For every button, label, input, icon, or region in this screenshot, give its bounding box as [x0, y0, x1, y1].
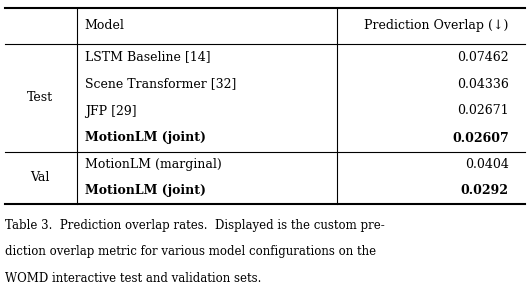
Text: WOMD interactive test and validation sets.: WOMD interactive test and validation set…	[5, 272, 262, 285]
Text: Scene Transformer [32]: Scene Transformer [32]	[85, 77, 236, 91]
Text: 0.04336: 0.04336	[457, 77, 509, 91]
Text: 0.0404: 0.0404	[465, 158, 509, 171]
Text: 0.0292: 0.0292	[461, 184, 509, 197]
Text: MotionLM (joint): MotionLM (joint)	[85, 131, 206, 145]
Text: Val: Val	[30, 171, 49, 184]
Text: LSTM Baseline [14]: LSTM Baseline [14]	[85, 50, 210, 64]
Text: Prediction Overlap (↓): Prediction Overlap (↓)	[365, 19, 509, 32]
Text: MotionLM (joint): MotionLM (joint)	[85, 184, 206, 197]
Text: JFP [29]: JFP [29]	[85, 104, 136, 118]
Text: 0.07462: 0.07462	[457, 50, 509, 64]
Text: Table 3.  Prediction overlap rates.  Displayed is the custom pre-: Table 3. Prediction overlap rates. Displ…	[5, 219, 385, 232]
Text: diction overlap metric for various model configurations on the: diction overlap metric for various model…	[5, 245, 376, 258]
Text: 0.02671: 0.02671	[457, 104, 509, 118]
Text: Model: Model	[85, 19, 125, 32]
Text: 0.02607: 0.02607	[452, 131, 509, 145]
Text: MotionLM (marginal): MotionLM (marginal)	[85, 158, 222, 171]
Text: Test: Test	[26, 91, 53, 104]
